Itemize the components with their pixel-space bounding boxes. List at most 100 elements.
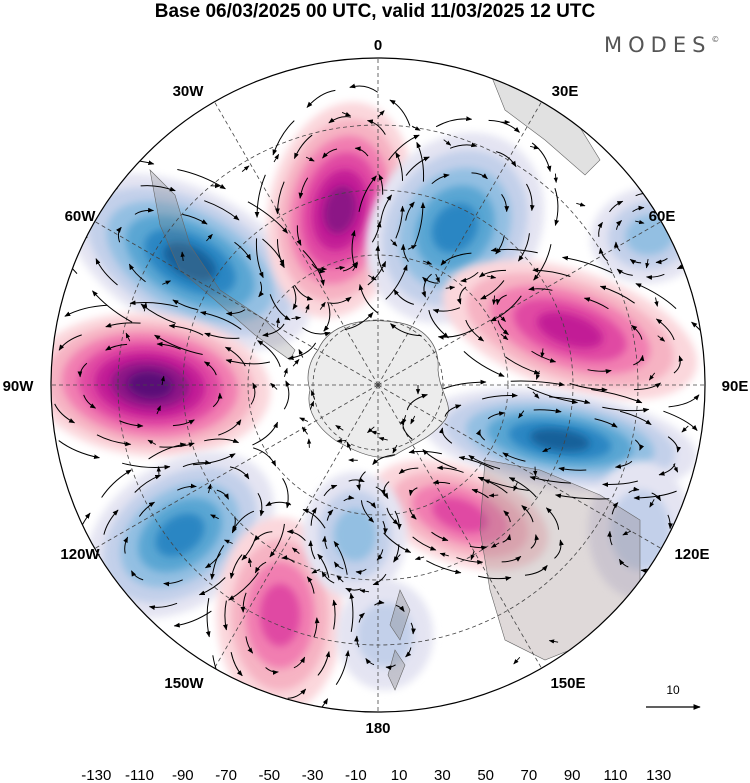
flow-arrow [309, 400, 315, 410]
circulation-arrows [308, 477, 402, 593]
flow-arrow [411, 125, 421, 131]
anomaly-high-160w [216, 517, 344, 712]
meridian-line [377, 221, 662, 386]
lon-label-60e: 60E [649, 208, 676, 225]
flow-arrow [377, 110, 385, 118]
lon-label-120e: 120E [674, 546, 709, 563]
flow-arrow [553, 173, 558, 184]
anomaly-low-180 [336, 579, 434, 691]
flow-arrow [224, 539, 233, 544]
flow-arrow [336, 438, 347, 443]
flow-arrow [500, 333, 509, 341]
lon-label-120w: 120W [60, 546, 100, 563]
flow-arrow [648, 372, 656, 381]
circulation-arrows [421, 247, 705, 413]
flow-arrow [654, 297, 659, 307]
south-america [149, 169, 296, 361]
flow-arrow [542, 447, 552, 453]
colorbar-tick-label: 30 [434, 767, 451, 783]
flow-arrow [422, 260, 433, 265]
meridian-line [214, 101, 379, 386]
copyright-mark: © [711, 35, 720, 44]
flow-arrow [548, 639, 559, 644]
flow-arrow [513, 656, 521, 665]
flow-arrow [673, 463, 679, 473]
colorbar: -130 -110 -90 -70 -50 -30 -10 10 30 50 70 90 110 130 [81, 767, 671, 783]
lon-label-30e: 30E [552, 83, 579, 100]
flow-arrow [335, 425, 344, 431]
lon-label-30w: 30W [173, 83, 205, 100]
anomaly-low-60w [68, 173, 312, 351]
flow-arrow [392, 444, 398, 454]
flow-arrow [470, 551, 475, 561]
flow-arrow [273, 153, 280, 163]
flow-arrow [147, 439, 157, 445]
flow-arrow [368, 275, 377, 281]
flow-arrow [310, 390, 316, 400]
flow-arrow [352, 262, 359, 272]
flow-arrow [529, 145, 540, 150]
lon-label-90e: 90E [722, 378, 749, 395]
flow-arrow [576, 202, 586, 207]
colorbar-tick-label: -10 [345, 767, 367, 783]
flow-arrow [370, 430, 381, 435]
flow-arrow [491, 295, 497, 306]
lon-label-90w: 90W [3, 378, 35, 395]
flow-arrow [301, 426, 308, 435]
colorbar-tick-label: 110 [604, 767, 628, 783]
lon-label-150w: 150W [164, 675, 204, 692]
meridian-line [377, 384, 662, 549]
flow-arrow [241, 165, 250, 172]
meridian-line [214, 384, 379, 669]
circulation-arrows [356, 449, 564, 581]
modes-logo: MODES© [604, 33, 719, 57]
flow-arrow [367, 426, 375, 433]
meridian-line [377, 101, 542, 386]
flow-arrow [335, 265, 346, 271]
flow-arrow [270, 382, 278, 390]
flow-arrow [645, 259, 650, 269]
colorbar-tick-label: -90 [172, 767, 194, 783]
flow-arrow [359, 588, 370, 594]
flow-arrow [346, 441, 352, 451]
flow-arrow [341, 111, 351, 117]
flow-arrow [518, 410, 525, 419]
lon-label-0: 0 [374, 37, 382, 54]
lon-label-60w: 60W [65, 208, 97, 225]
flow-arrow [160, 375, 165, 386]
circulation-arrows [399, 379, 705, 501]
flow-arrow [206, 233, 213, 242]
flow-arrow [402, 415, 407, 425]
colorbar-tick-label: -130 [81, 767, 111, 783]
anomaly-low-170w [303, 471, 407, 599]
flow-arrow [657, 335, 666, 342]
meridian-line [94, 221, 379, 386]
flow-arrow [319, 301, 326, 310]
lon-label-180: 180 [365, 720, 390, 737]
flow-arrow [275, 317, 281, 328]
meridian-line [94, 384, 379, 549]
colorbar-tick-label: 10 [391, 767, 408, 783]
circulation-arrows [254, 83, 426, 337]
flow-arrow [439, 552, 449, 557]
reference-vector-label: 10 [666, 683, 680, 697]
colorbar-tick-label: 90 [564, 767, 581, 783]
meridian-line [377, 384, 542, 669]
flow-arrow [443, 139, 452, 146]
flow-arrow [180, 251, 185, 261]
flow-arrow [535, 370, 541, 380]
flow-arrow [336, 575, 344, 583]
colorbar-tick-label: 70 [521, 767, 538, 783]
flow-arrow [143, 301, 148, 312]
flow-arrow [540, 348, 545, 358]
flow-arrow [156, 466, 161, 476]
modes-logo-text: MODES [604, 33, 712, 57]
colorbar-tick-label: -50 [258, 767, 280, 783]
flow-arrow [305, 303, 310, 314]
flow-arrow [210, 514, 219, 520]
flow-arrow [125, 332, 131, 342]
colorbar-tick-label: 50 [477, 767, 494, 783]
flow-arrow [311, 568, 321, 574]
flow-arrow [407, 244, 417, 250]
